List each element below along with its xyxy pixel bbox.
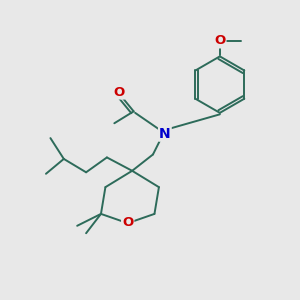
Text: O: O xyxy=(113,85,124,98)
Text: O: O xyxy=(214,34,226,47)
Text: N: N xyxy=(159,127,171,141)
Text: O: O xyxy=(122,216,133,229)
